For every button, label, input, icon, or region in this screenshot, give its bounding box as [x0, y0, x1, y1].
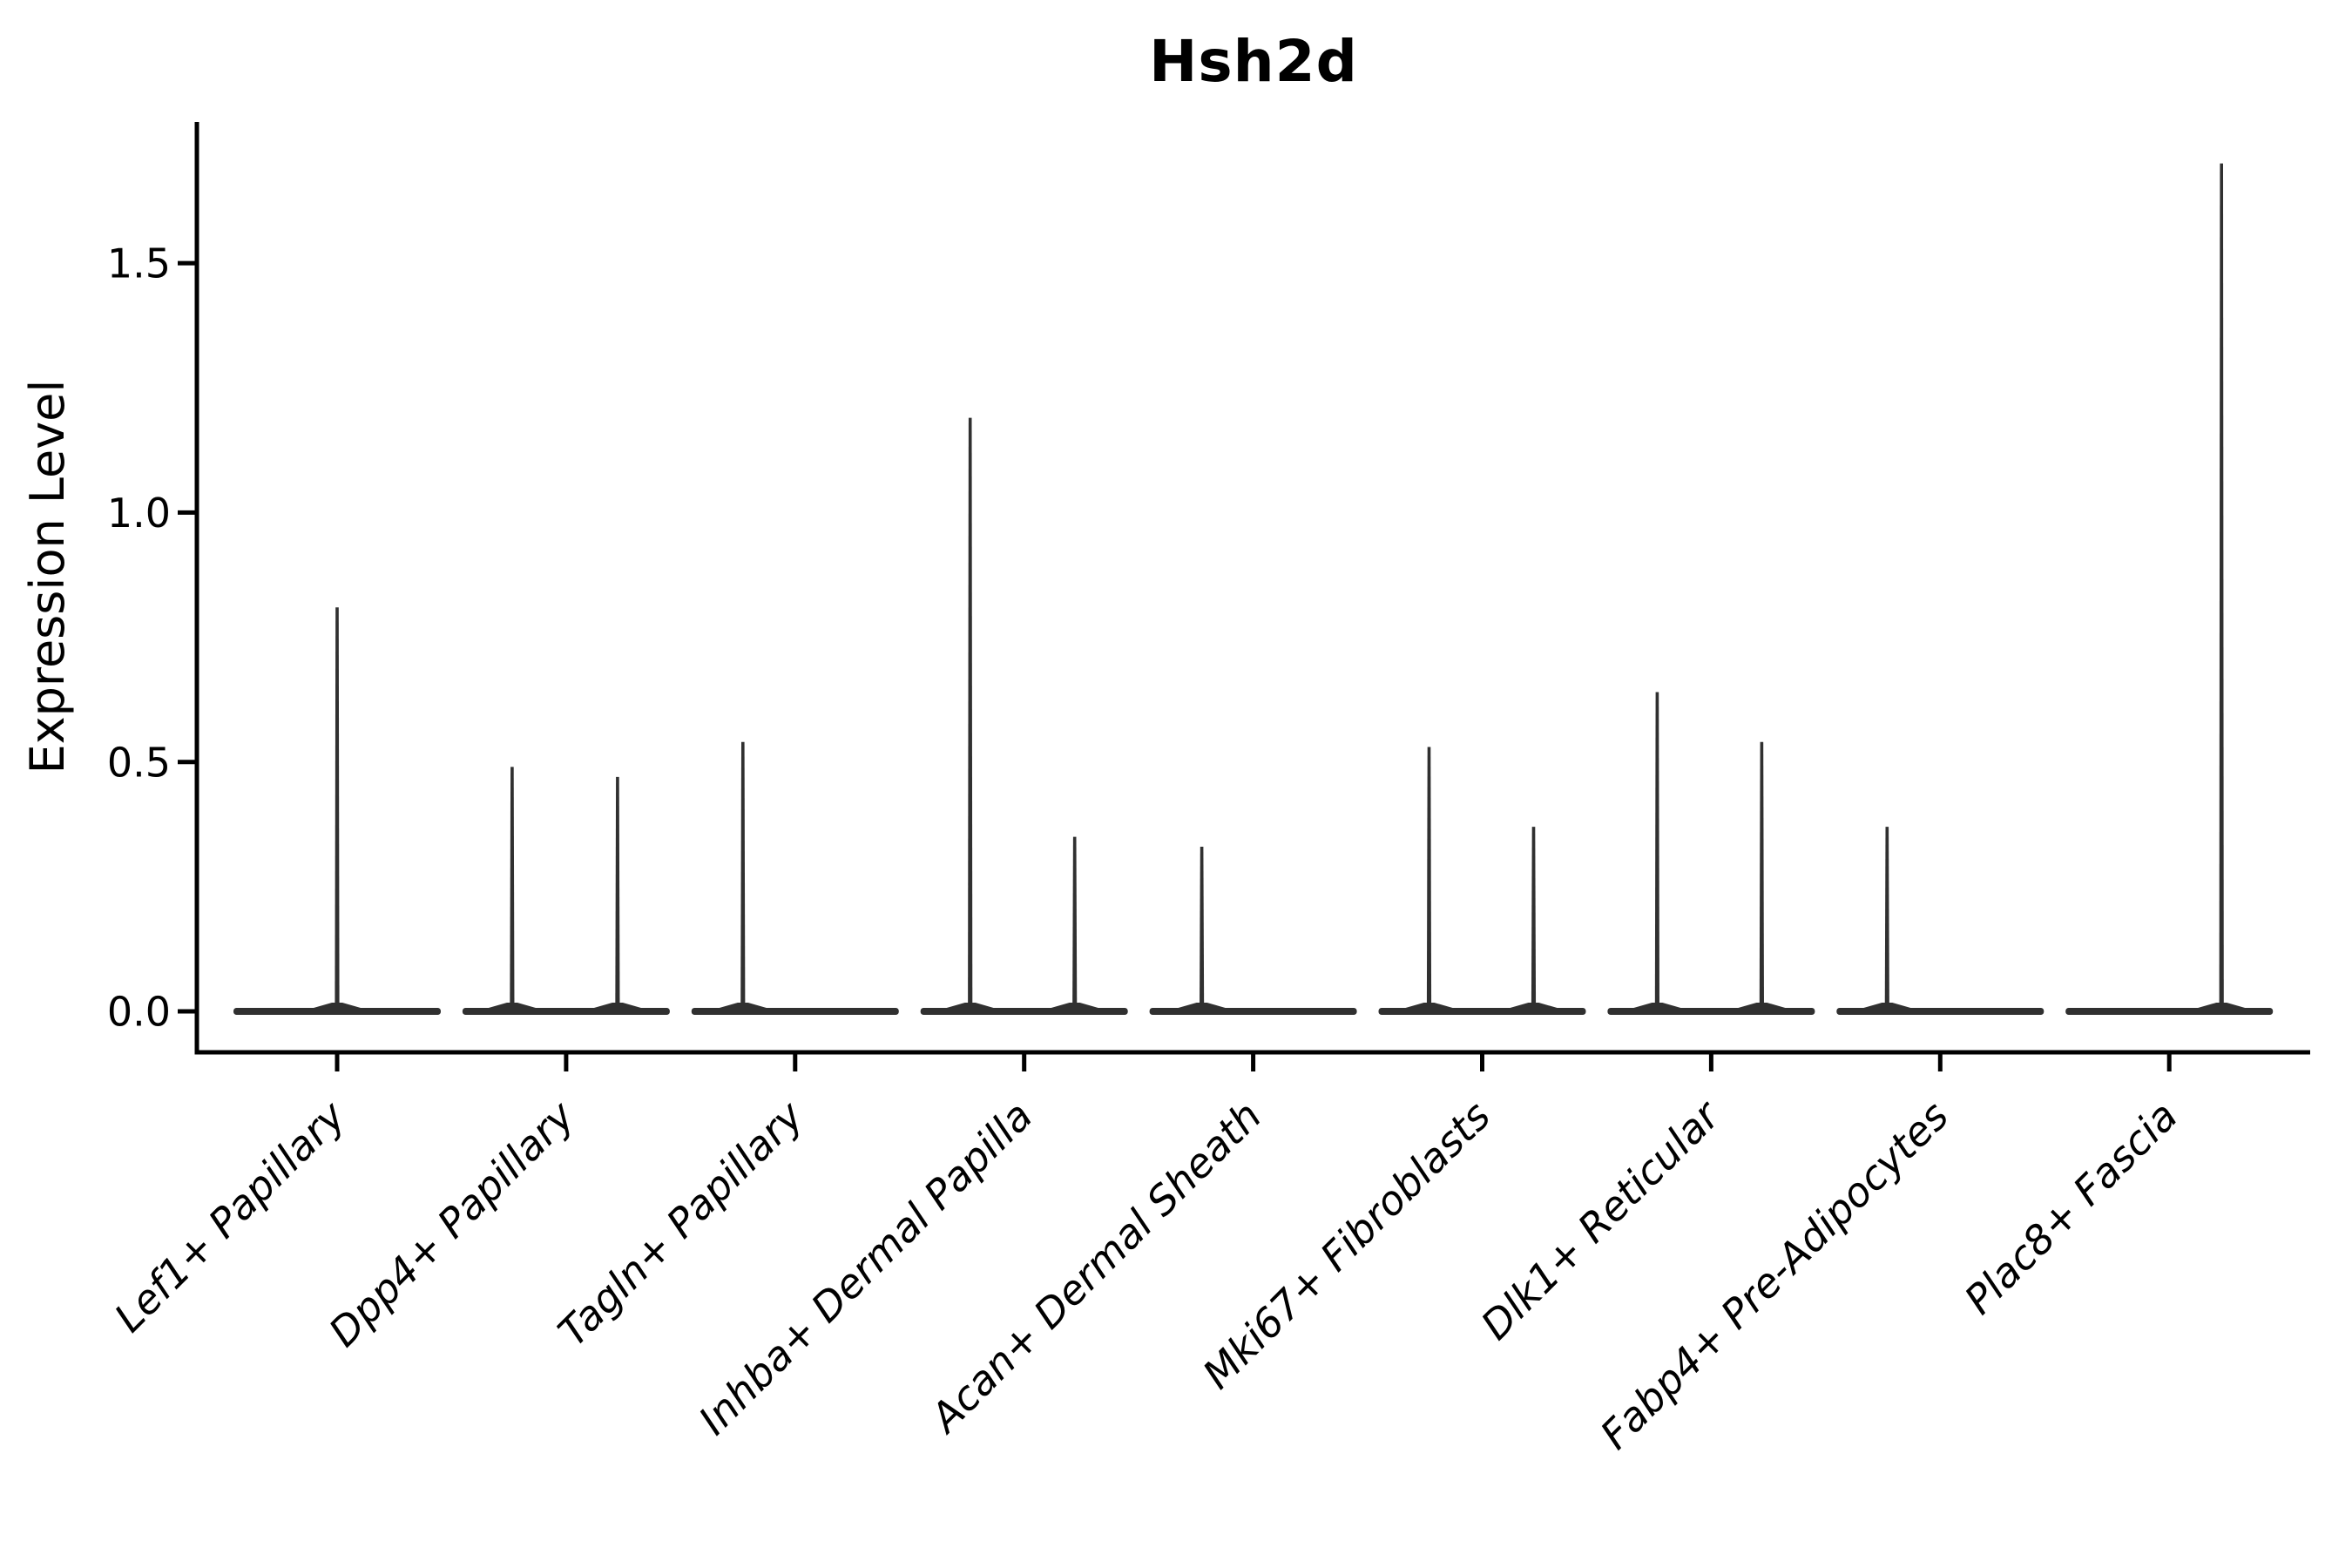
y-tick-label: 0.0 [107, 989, 171, 1036]
x-tick-label: Lef1+ Papillary [105, 1092, 355, 1341]
violin-spike [740, 741, 746, 1011]
violin [1836, 827, 2044, 1015]
x-tick-label: Dpp4+ Papillary [320, 1092, 584, 1355]
violin [1149, 847, 1357, 1015]
x-tick-label: Dlk1+ Reticular [1472, 1090, 1731, 1348]
violin [233, 607, 441, 1015]
y-tick-label: 0.5 [107, 739, 171, 786]
violin [462, 767, 670, 1015]
chart-title: Hsh2d [1149, 28, 1358, 95]
violin [2065, 163, 2274, 1015]
violin [1607, 692, 1815, 1015]
violin [920, 417, 1128, 1015]
violin-spike [335, 607, 340, 1011]
x-tick-label: Tagln+ Papillary [549, 1092, 813, 1355]
violin-spike [1884, 827, 1889, 1011]
violin-spike [968, 417, 973, 1012]
y-tick-label: 1.5 [107, 240, 171, 287]
violin-spike [2219, 163, 2224, 1011]
violin-spike [1654, 692, 1659, 1011]
violin-spike [1531, 827, 1537, 1011]
violin [691, 741, 899, 1015]
violin-spike [510, 767, 515, 1011]
y-tick-label: 1.0 [107, 490, 171, 537]
violin-spike [1426, 747, 1432, 1011]
violin-spike [1072, 836, 1078, 1011]
violin [1378, 747, 1586, 1015]
violin-spike [1200, 847, 1205, 1011]
violin-spike [615, 776, 620, 1011]
x-tick-label: Plac8+ Fascia [1956, 1092, 2186, 1323]
violin-spike [1759, 741, 1764, 1011]
